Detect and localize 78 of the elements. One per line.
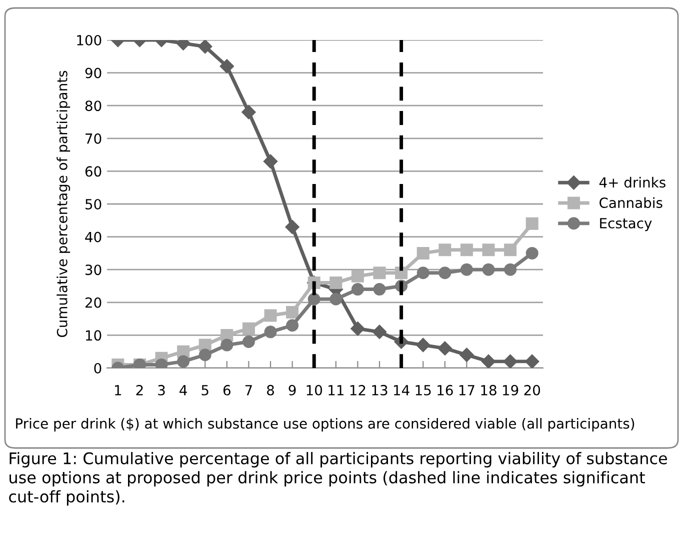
point [481,354,496,368]
point [460,348,474,362]
point [416,246,430,260]
x-tick-label: 7 [245,385,252,396]
point [351,270,364,282]
x-tick-label: 12 [350,384,366,396]
point [438,266,452,280]
y-tick-label: 90 [85,68,102,78]
point [350,322,365,336]
point [482,263,495,276]
x-tick-label: 3 [158,384,165,396]
x-tick-label: 10 [306,384,322,396]
caption: Figure 1: Cumulative percentage of all participants reporting viability of substance use options at proposed per drink price points (dashed line indicates significant cut-off points). [9,452,668,506]
point [525,354,540,368]
y-tick-label: 80 [85,100,102,112]
point [198,348,212,362]
point [503,354,518,368]
point [242,322,255,335]
x-tick-label: 11 [328,385,344,396]
point [373,283,386,296]
point [286,319,299,332]
point [526,246,538,260]
y-tick-label: 10 [86,330,102,341]
legend-label: Cannabis [600,197,662,208]
point [372,324,387,339]
x-tick-label: 4 [180,385,187,396]
point [438,341,452,356]
x-tick-label: 20 [524,384,540,396]
x-tick-label: 5 [202,385,208,396]
point [526,217,538,230]
point [438,244,452,256]
point [460,263,473,276]
point [220,338,234,352]
point [373,266,386,280]
point [198,40,212,54]
point [220,59,234,74]
x-tick-label: 16 [438,384,453,396]
point [504,263,517,276]
point [263,154,278,168]
x-tick-label: 18 [481,384,496,396]
y-tick-label: 60 [85,166,102,177]
point [416,338,430,352]
point [308,292,320,306]
x-tick-label: 6 [223,384,230,396]
y-tick-label: 40 [85,232,102,242]
point [242,336,255,348]
point [482,244,495,256]
y-tick-label: 20 [85,297,102,308]
legend-label: 4+ drinks [599,176,666,188]
point [286,306,299,318]
point [177,355,190,368]
point [504,244,517,256]
y-axis-title: Cumulative percentage of participants [56,70,70,338]
x-tick-label: 15 [416,385,431,396]
y-tick-label: 50 [86,198,102,210]
x-axis-title: Price per drink ($) at which substance use options are considered viable (all participants) [16,418,634,432]
y-tick-label: 100 [77,34,102,46]
point [330,292,342,306]
point [264,326,277,338]
x-tick-label: 13 [372,384,388,396]
x-tick-label: 19 [502,384,518,396]
point [285,220,300,234]
point [264,309,277,322]
y-tick-label: 70 [86,133,102,144]
y-tick-label: 0 [94,362,102,374]
point [416,266,430,280]
point [351,283,364,296]
x-tick-label: 2 [136,384,143,396]
x-tick-label: 9 [288,384,296,396]
legend-label: Ecstacy [600,218,652,232]
point [330,276,342,289]
point [460,244,473,256]
x-tick-label: 8 [267,384,274,396]
point [242,105,256,120]
x-tick-label: 14 [394,385,410,396]
x-tick-label: 1 [115,385,122,396]
x-tick-label: 17 [459,385,474,396]
y-tick-label: 30 [86,264,102,276]
